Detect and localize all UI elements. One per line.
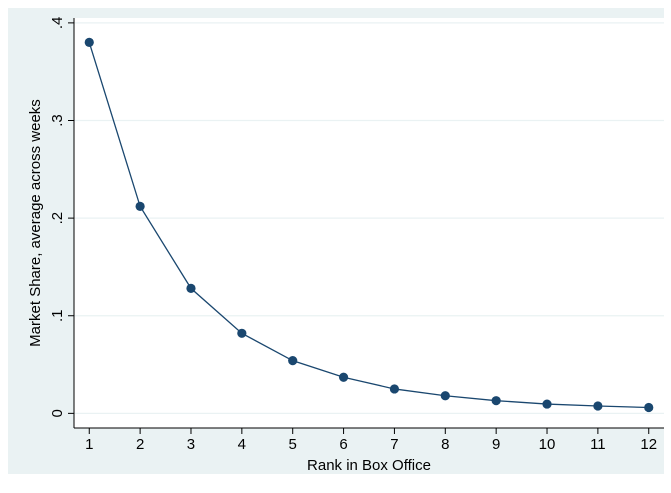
data-point xyxy=(389,384,400,394)
x-tick-label: 11 xyxy=(590,436,606,453)
data-point xyxy=(135,201,145,212)
x-tick-label: 4 xyxy=(238,436,246,453)
x-tick-label: 12 xyxy=(640,436,657,453)
x-tick-label: 2 xyxy=(136,436,144,453)
data-point xyxy=(593,401,603,411)
x-tick-label: 3 xyxy=(187,436,195,453)
x-tick-label: 5 xyxy=(289,436,297,453)
y-axis-label: Market Share, average across weeks xyxy=(27,99,44,347)
data-point xyxy=(440,391,450,401)
x-tick-label: 9 xyxy=(492,436,500,453)
data-point xyxy=(644,402,654,413)
y-ticks: 0 .1 .2 .3 .4 xyxy=(49,17,74,418)
x-tick-label: 6 xyxy=(339,436,347,453)
x-ticks: 1 2 3 4 5 6 7 8 9 10 11 12 xyxy=(85,428,657,453)
data-point xyxy=(491,396,501,406)
y-tick-label: .3 xyxy=(49,114,66,127)
y-tick-label: .1 xyxy=(49,309,66,322)
data-point xyxy=(288,356,298,366)
x-tick-label: 7 xyxy=(390,436,398,453)
data-point xyxy=(237,328,247,338)
plot-area xyxy=(74,18,664,428)
data-point xyxy=(542,399,552,409)
y-tick-label: 0 xyxy=(49,409,66,417)
data-point xyxy=(186,283,196,294)
series xyxy=(84,37,654,413)
y-tick-label: .4 xyxy=(49,17,66,30)
x-tick-label: 1 xyxy=(85,436,93,453)
x-tick-label: 10 xyxy=(539,436,556,453)
grid-lines xyxy=(74,22,664,414)
data-point xyxy=(338,372,349,382)
series-line xyxy=(88,42,649,409)
data-point xyxy=(84,37,94,48)
x-axis-label: Rank in Box Office xyxy=(307,457,431,474)
x-tick-label: 8 xyxy=(441,436,449,453)
y-tick-label: .2 xyxy=(49,212,66,225)
axes xyxy=(73,18,664,429)
